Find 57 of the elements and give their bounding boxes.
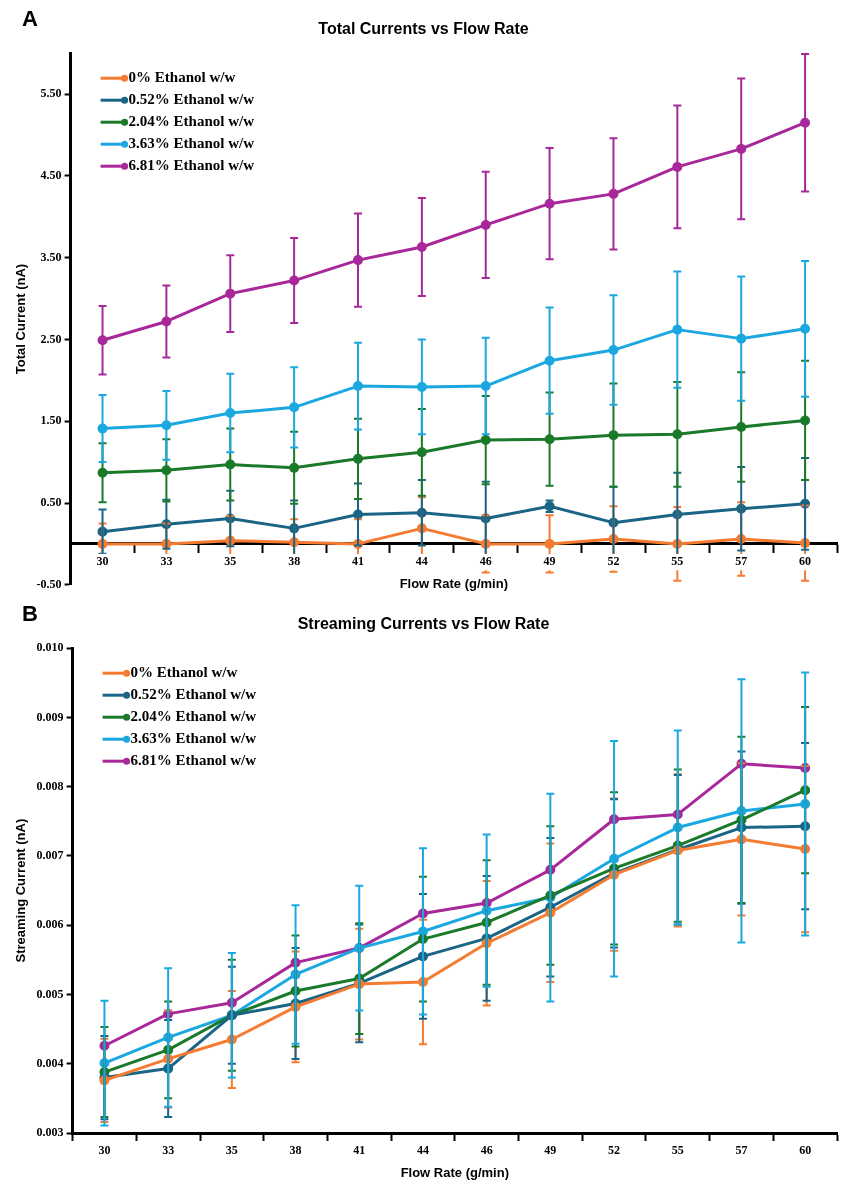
chart-title: Total Currents vs Flow Rate — [318, 20, 529, 38]
y-tick-label: 1.50 — [40, 413, 62, 428]
y-tick-label: 0.50 — [40, 495, 62, 510]
x-tick-label: 52 — [607, 554, 620, 569]
y-axis-title: Streaming Current (nA) — [13, 818, 29, 963]
x-tick-label: 49 — [543, 554, 556, 569]
legend-label: 0.52% Ethanol w/w — [130, 686, 257, 703]
x-tick-label: 55 — [671, 1143, 684, 1158]
y-tick-label: 0.010 — [36, 640, 64, 655]
x-axis-title: Flow Rate (g/min) — [400, 1164, 509, 1180]
legend-label: 3.63% Ethanol w/w — [128, 135, 255, 152]
chart-title: Streaming Currents vs Flow Rate — [297, 615, 550, 633]
legend-label: 6.81% Ethanol w/w — [128, 157, 255, 174]
x-tick-label: 49 — [544, 1143, 557, 1158]
x-tick-label: 44 — [415, 554, 428, 569]
x-axis-title: Flow Rate (g/min) — [399, 575, 508, 591]
x-tick-label: 30 — [96, 554, 109, 569]
legend-label: 0.52% Ethanol w/w — [128, 91, 255, 108]
legend-label: 0% Ethanol w/w — [130, 664, 238, 681]
text: B — [22, 601, 38, 627]
x-tick-label: 38 — [288, 554, 301, 569]
x-tick-label: 46 — [480, 1143, 493, 1158]
x-tick-label: 41 — [353, 1143, 366, 1158]
y-tick-label: 3.50 — [40, 249, 62, 264]
x-tick-label: 60 — [799, 554, 812, 569]
x-tick-label: 60 — [799, 1143, 812, 1158]
legend-label: 6.81% Ethanol w/w — [130, 752, 257, 769]
x-tick-label: 33 — [162, 1143, 175, 1158]
x-tick-label: 30 — [98, 1143, 111, 1158]
x-tick-label: 57 — [735, 1143, 748, 1158]
x-tick-label: 33 — [160, 554, 173, 569]
y-axis-title: Total Current (nA) — [13, 263, 29, 375]
y-tick-label: 2.50 — [40, 331, 62, 346]
x-tick-label: 38 — [289, 1143, 302, 1158]
y-tick-label: 0.005 — [36, 986, 64, 1001]
text: A — [22, 6, 38, 32]
legend-label: 2.04% Ethanol w/w — [130, 708, 257, 725]
y-tick-label: 5.50 — [40, 86, 62, 101]
legend-label: 2.04% Ethanol w/w — [128, 113, 255, 130]
x-tick-label: 35 — [225, 1143, 238, 1158]
y-tick-label: 0.003 — [36, 1125, 64, 1140]
y-tick-label: -0.50 — [36, 576, 62, 591]
x-tick-label: 57 — [735, 554, 748, 569]
x-tick-label: 55 — [671, 554, 684, 569]
legend-label: 3.63% Ethanol w/w — [130, 730, 257, 747]
x-tick-label: 35 — [224, 554, 237, 569]
x-tick-label: 44 — [416, 1143, 429, 1158]
legend-label: 0% Ethanol w/w — [128, 69, 236, 86]
y-tick-label: 0.004 — [36, 1055, 64, 1070]
y-tick-label: 0.006 — [36, 917, 64, 932]
y-tick-label: 0.009 — [36, 709, 64, 724]
y-tick-label: 0.007 — [36, 848, 64, 863]
x-tick-label: 46 — [479, 554, 492, 569]
x-tick-label: 41 — [352, 554, 364, 569]
x-tick-label: 52 — [608, 1143, 621, 1158]
y-tick-label: 0.008 — [36, 778, 64, 793]
y-tick-label: 4.50 — [40, 167, 62, 182]
